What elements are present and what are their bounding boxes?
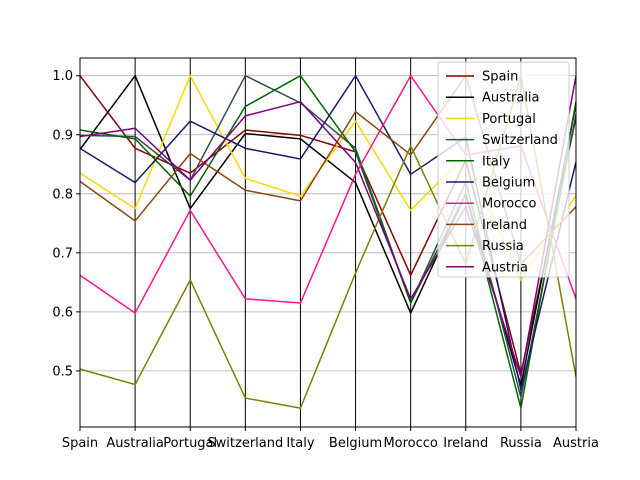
legend-label-spain: Spain [482,70,518,85]
x-tick-label-austria: Austria [553,436,599,451]
legend-label-austria: Austria [482,260,528,275]
x-tick-label-portugal: Portugal [163,436,217,451]
x-tick-label-ireland: Ireland [443,436,488,451]
y-tick-label: 1.0 [52,69,73,84]
x-tick-label-italy: Italy [286,436,315,451]
legend-label-morocco: Morocco [482,197,536,212]
x-tick-label-morocco: Morocco [383,436,437,451]
legend-label-italy: Italy [482,154,511,169]
legend-label-portugal: Portugal [482,112,536,127]
y-tick-label: 0.9 [52,128,73,143]
y-axis-ticks: 0.5 0.6 0.7 0.8 0.9 1.0 [52,69,80,379]
legend-label-belgium: Belgium [482,176,535,191]
y-tick-label: 0.8 [52,187,73,202]
legend-label-australia: Australia [482,91,540,106]
legend-box [437,61,570,278]
series-line-italy [79,74,577,409]
x-tick-label-australia: Australia [106,436,164,451]
x-tick-label-switzerland: Switzerland [207,436,283,451]
y-tick-label: 0.5 [52,364,73,379]
plot-frame [79,57,577,428]
x-tick-label-russia: Russia [500,436,542,451]
legend-label-switzerland: Switzerland [482,133,558,148]
x-tick-label-spain: Spain [62,436,98,451]
legend: Spain Australia Portugal Switzerland Italy Be… [437,61,570,278]
legend-label-ireland: Ireland [482,218,527,233]
y-tick-label: 0.6 [52,305,73,320]
x-tick-label-belgium: Belgium [329,436,382,451]
y-tick-label: 0.7 [52,246,73,261]
legend-label-russia: Russia [482,239,524,254]
series-line-austria [79,75,577,378]
